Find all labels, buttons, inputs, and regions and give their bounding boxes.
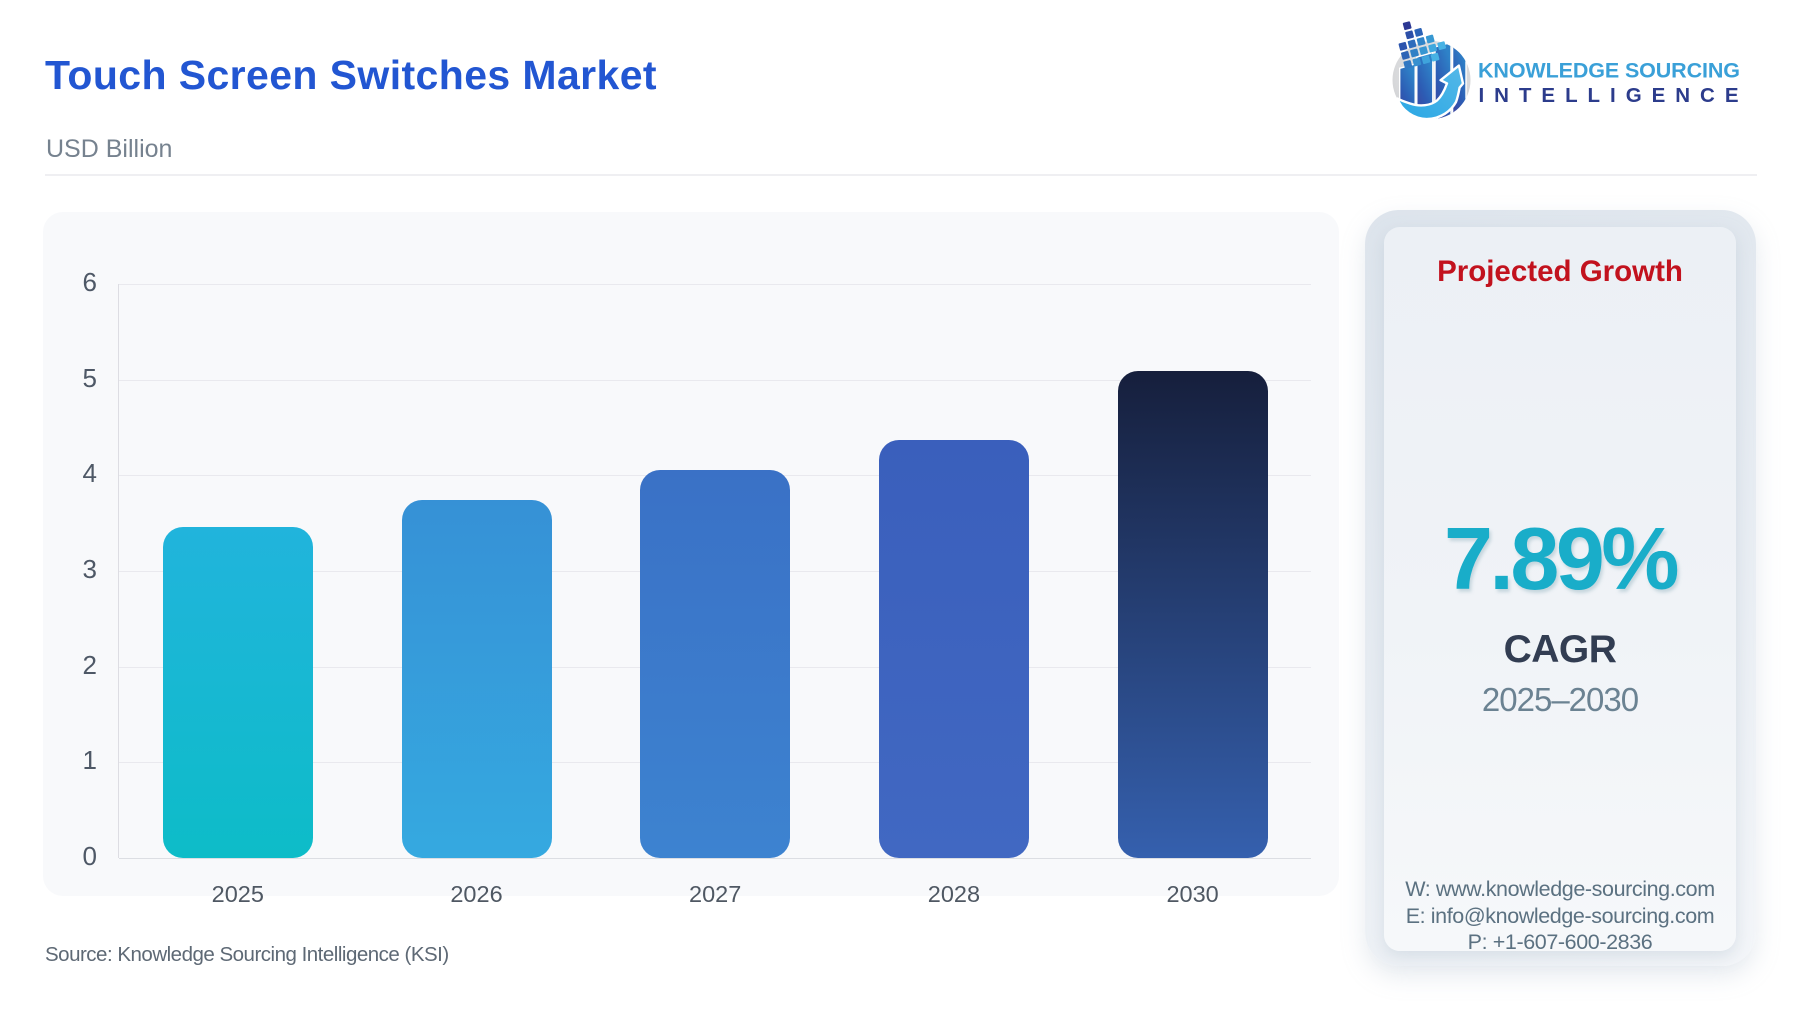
svg-text:INTELLIGENCE: INTELLIGENCE: [1479, 84, 1739, 107]
svg-text:KNOWLEDGE SOURCING: KNOWLEDGE SOURCING: [1478, 59, 1740, 83]
